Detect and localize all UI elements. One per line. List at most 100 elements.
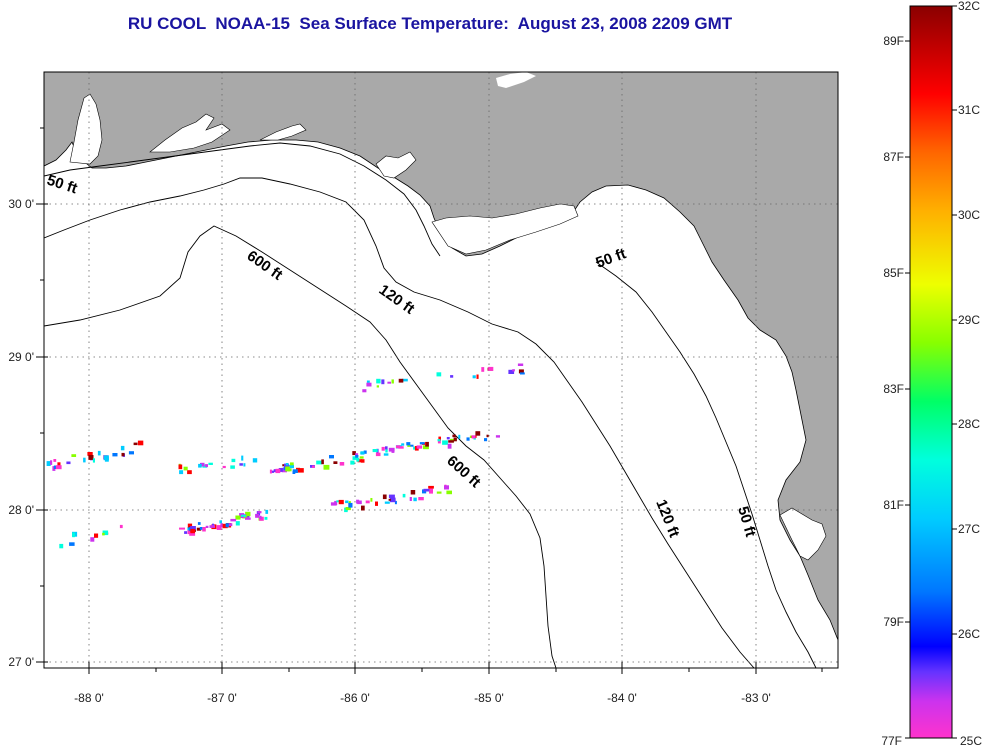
sst-pixel bbox=[202, 527, 206, 532]
sst-pixel bbox=[245, 511, 251, 517]
sst-pixel bbox=[102, 530, 109, 536]
lon-label: -83 0' bbox=[741, 691, 771, 705]
sst-pixel bbox=[357, 459, 363, 463]
lat-label: 27 0' bbox=[8, 655, 34, 669]
sst-pixel bbox=[50, 460, 53, 465]
sst-pixel bbox=[385, 449, 388, 453]
pensacola-bay bbox=[149, 113, 231, 153]
sst-pixel bbox=[179, 470, 184, 475]
sst-pixel bbox=[446, 437, 450, 440]
contour-600ft bbox=[44, 225, 557, 668]
sst-pixel bbox=[46, 461, 51, 466]
sst-pixel bbox=[376, 378, 381, 384]
sst-pixel bbox=[398, 446, 404, 449]
mobile-bay bbox=[69, 93, 103, 165]
colorbar-fahrenheit-label: 77F bbox=[881, 734, 902, 748]
sst-pixel bbox=[288, 464, 294, 469]
sst-pixel bbox=[269, 469, 272, 474]
lon-label: -87 0' bbox=[207, 691, 237, 705]
colorbar-celsius-label: 31C bbox=[958, 103, 980, 117]
sst-pixel bbox=[184, 531, 188, 534]
sst-pixel bbox=[385, 446, 388, 450]
sst-pixel bbox=[359, 456, 364, 459]
sst-pixel bbox=[220, 523, 223, 528]
sst-pixel bbox=[92, 458, 95, 463]
sst-pixel bbox=[230, 465, 235, 469]
sst-pixel bbox=[382, 494, 387, 500]
sst-pixel bbox=[187, 523, 193, 528]
sst-pixel bbox=[252, 458, 258, 463]
sst-pixel bbox=[212, 523, 214, 527]
sst-pixel bbox=[241, 514, 246, 517]
sst-pixel bbox=[199, 527, 203, 530]
sst-pixel bbox=[198, 463, 202, 468]
sst-pixel bbox=[416, 445, 423, 449]
sst-pixel bbox=[190, 528, 196, 534]
sst-pixel bbox=[219, 520, 222, 524]
sst-pixel bbox=[72, 532, 75, 538]
plot-frame bbox=[43, 71, 839, 669]
sst-pixel bbox=[360, 459, 365, 463]
sst-pixel bbox=[418, 497, 424, 501]
sst-pixel bbox=[437, 440, 441, 444]
sst-pixel bbox=[413, 497, 417, 502]
inland-lake bbox=[496, 72, 536, 88]
sst-pixel bbox=[255, 513, 260, 518]
sst-pixel bbox=[245, 517, 251, 520]
sst-pixel bbox=[458, 434, 461, 439]
sst-pixel bbox=[389, 497, 396, 503]
contour-50ft bbox=[44, 142, 817, 668]
sst-pixel bbox=[486, 434, 489, 438]
sst-pixel bbox=[282, 464, 286, 467]
sst-pixel bbox=[57, 462, 61, 467]
sst-pixel bbox=[388, 447, 395, 452]
sst-pixels bbox=[46, 363, 525, 549]
sst-pixel bbox=[179, 527, 185, 530]
sst-pixel bbox=[476, 374, 479, 379]
sst-pixel bbox=[104, 456, 109, 462]
sst-pixel bbox=[452, 434, 456, 438]
sst-pixel bbox=[362, 389, 367, 393]
sst-pixel bbox=[323, 464, 330, 470]
sst-pixel bbox=[231, 458, 236, 463]
sst-pixel bbox=[450, 375, 454, 378]
sst-pixel bbox=[407, 444, 411, 447]
sst-pixel bbox=[187, 530, 193, 535]
sst-pixel bbox=[256, 511, 261, 516]
lat-label: 30 0' bbox=[8, 197, 34, 211]
sst-pixel bbox=[472, 375, 476, 379]
sst-pixel bbox=[428, 485, 434, 489]
sst-pixel bbox=[436, 491, 442, 494]
sst-pixel bbox=[471, 435, 476, 439]
sst-pixel bbox=[437, 439, 441, 442]
sst-pixel bbox=[508, 369, 515, 374]
sst-pixel bbox=[334, 500, 338, 505]
sst-pixel bbox=[283, 467, 287, 471]
sst-pixel bbox=[402, 378, 408, 382]
sst-pixel bbox=[257, 511, 262, 514]
sst-pixel bbox=[285, 463, 289, 466]
sst-pixel bbox=[87, 452, 93, 456]
colorbar-celsius-label: 28C bbox=[958, 417, 980, 431]
sst-pixel bbox=[285, 466, 290, 472]
sst-pixel bbox=[222, 523, 228, 529]
sst-pixel bbox=[178, 464, 183, 470]
sst-pixel bbox=[259, 515, 262, 520]
sst-pixel bbox=[348, 502, 353, 508]
sst-pixel bbox=[442, 440, 448, 445]
sst-pixel bbox=[384, 501, 390, 504]
sst-pixel bbox=[235, 515, 241, 520]
sst-pixel bbox=[292, 469, 298, 473]
sst-pixel bbox=[128, 451, 134, 455]
sst-pixel bbox=[391, 379, 394, 384]
sst-pixel bbox=[345, 507, 351, 511]
sst-pixel bbox=[102, 532, 105, 536]
sst-pixel bbox=[189, 533, 196, 536]
sst-pixel bbox=[396, 445, 401, 449]
sst-pixel bbox=[235, 521, 240, 526]
colorbar-celsius-label: 29C bbox=[958, 313, 980, 327]
sst-pixel bbox=[333, 461, 338, 464]
sst-pixel bbox=[312, 465, 315, 468]
sst-pixel bbox=[241, 455, 244, 461]
colorbar-celsius-label: 27C bbox=[958, 522, 980, 536]
